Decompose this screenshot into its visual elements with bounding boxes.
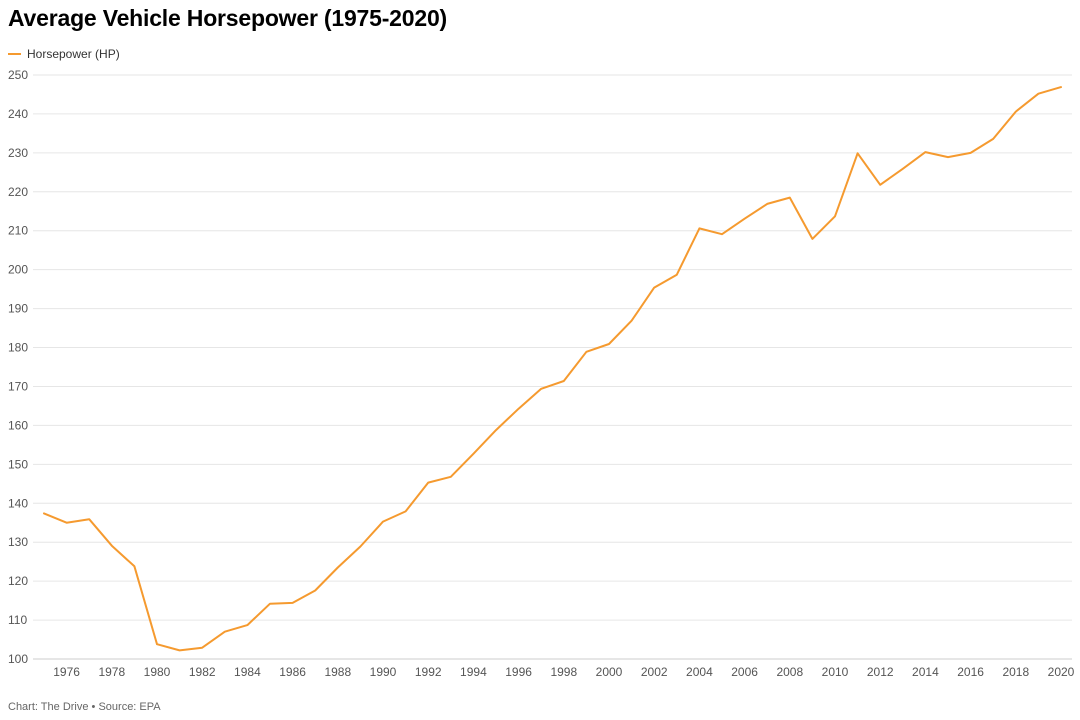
data-point[interactable] <box>424 479 432 487</box>
y-tick-label: 100 <box>8 652 28 666</box>
gridlines <box>33 74 1072 660</box>
data-point[interactable] <box>402 507 410 515</box>
data-point[interactable] <box>198 644 206 652</box>
x-tick-label: 1994 <box>460 665 487 679</box>
data-point[interactable] <box>63 519 71 527</box>
data-point[interactable] <box>944 153 952 161</box>
data-point[interactable] <box>130 562 138 570</box>
data-point[interactable] <box>447 473 455 481</box>
y-tick-label: 250 <box>8 68 28 82</box>
x-tick-label: 1996 <box>505 665 532 679</box>
data-point[interactable] <box>560 377 568 385</box>
y-tick-label: 130 <box>8 535 28 549</box>
y-tick-label: 210 <box>8 224 28 238</box>
y-tick-label: 220 <box>8 185 28 199</box>
x-tick-label: 1986 <box>279 665 306 679</box>
data-point[interactable] <box>650 284 658 292</box>
x-tick-label: 2018 <box>1002 665 1029 679</box>
data-point[interactable] <box>334 564 342 572</box>
y-tick-label: 110 <box>8 613 27 627</box>
y-tick-label: 140 <box>8 496 28 510</box>
data-point[interactable] <box>876 181 884 189</box>
y-axis-labels: 100 110 120 130 140 150 160 170 180 190 200 210 220 2… <box>8 68 28 666</box>
data-point[interactable] <box>899 165 907 173</box>
y-tick-label: 190 <box>8 302 28 316</box>
x-tick-label: 2008 <box>776 665 803 679</box>
x-axis-labels: 1976 1978 1980 1982 1984 1986 1988 1990 1992 1994… <box>53 665 1074 679</box>
data-point[interactable] <box>537 385 545 393</box>
data-point[interactable] <box>108 542 116 550</box>
data-point[interactable] <box>515 405 523 413</box>
data-point[interactable] <box>379 518 387 526</box>
x-tick-label: 2012 <box>867 665 894 679</box>
data-point[interactable] <box>1057 83 1065 91</box>
x-tick-label: 2006 <box>731 665 758 679</box>
y-tick-label: 120 <box>8 574 28 588</box>
x-tick-label: 2002 <box>641 665 668 679</box>
data-point[interactable] <box>673 271 681 279</box>
data-point[interactable] <box>266 600 274 608</box>
data-point[interactable] <box>40 509 48 517</box>
data-point[interactable] <box>831 212 839 220</box>
y-tick-label: 200 <box>8 263 28 277</box>
data-point[interactable] <box>763 200 771 208</box>
data-point[interactable] <box>176 646 184 654</box>
x-tick-label: 1984 <box>234 665 261 679</box>
y-tick-label: 230 <box>8 146 28 160</box>
chart-title: Average Vehicle Horsepower (1975-2020) <box>8 5 448 31</box>
data-point[interactable] <box>289 599 297 607</box>
data-point[interactable] <box>582 348 590 356</box>
y-tick-label: 180 <box>8 341 28 355</box>
x-tick-label: 1980 <box>144 665 171 679</box>
legend: Horsepower (HP) <box>8 47 120 61</box>
x-tick-label: 2004 <box>686 665 713 679</box>
data-point[interactable] <box>85 515 93 523</box>
x-tick-label: 2010 <box>822 665 849 679</box>
data-point[interactable] <box>221 628 229 636</box>
data-point[interactable] <box>695 224 703 232</box>
x-tick-label: 2000 <box>596 665 623 679</box>
y-tick-label: 240 <box>8 107 28 121</box>
data-point[interactable] <box>153 640 161 648</box>
data-point[interactable] <box>854 149 862 157</box>
x-tick-label: 1982 <box>189 665 216 679</box>
y-tick-label: 160 <box>8 418 28 432</box>
chart-footer: Chart: The Drive • Source: EPA <box>8 701 161 713</box>
data-point[interactable] <box>243 621 251 629</box>
x-tick-label: 1992 <box>415 665 442 679</box>
data-point[interactable] <box>311 587 319 595</box>
data-point[interactable] <box>718 230 726 238</box>
data-point[interactable] <box>628 317 636 325</box>
data-point[interactable] <box>605 340 613 348</box>
legend-label: Horsepower (HP) <box>27 47 120 61</box>
legend-swatch <box>8 53 21 55</box>
data-point[interactable] <box>786 194 794 202</box>
data-point[interactable] <box>492 426 500 434</box>
data-point[interactable] <box>741 215 749 223</box>
y-tick-label: 150 <box>8 457 28 471</box>
data-point[interactable] <box>967 149 975 157</box>
x-tick-label: 2020 <box>1048 665 1075 679</box>
x-tick-label: 1990 <box>370 665 397 679</box>
data-point[interactable] <box>1012 108 1020 116</box>
data-point[interactable] <box>808 235 816 243</box>
x-tick-label: 1988 <box>324 665 351 679</box>
data-point[interactable] <box>1034 90 1042 98</box>
data-point[interactable] <box>356 543 364 551</box>
x-tick-label: 1976 <box>53 665 80 679</box>
series-layer <box>40 83 1065 654</box>
data-point[interactable] <box>469 450 477 458</box>
data-point[interactable] <box>989 135 997 143</box>
x-tick-label: 1978 <box>98 665 125 679</box>
x-tick-label: 2014 <box>912 665 939 679</box>
data-point[interactable] <box>921 148 929 156</box>
series-line-horsepower <box>43 86 1062 652</box>
x-tick-label: 2016 <box>957 665 984 679</box>
x-tick-label: 1998 <box>550 665 577 679</box>
y-tick-label: 170 <box>8 379 28 393</box>
